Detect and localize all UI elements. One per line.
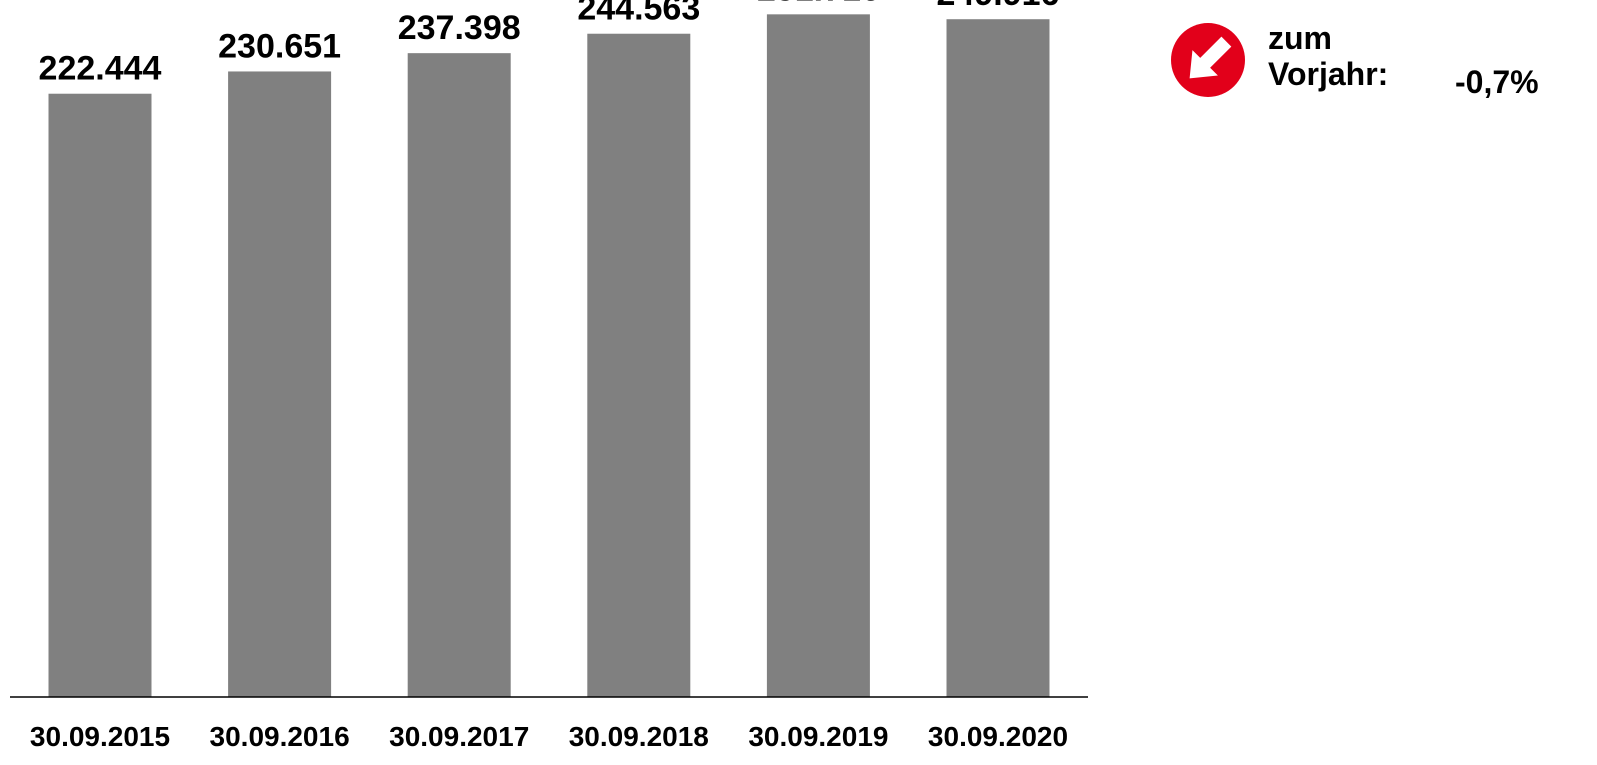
value-label: 237.398 bbox=[398, 9, 521, 47]
change-indicator: zum Vorjahr: -0,7% bbox=[1170, 20, 1570, 110]
x-tick-label: 30.09.2017 bbox=[389, 721, 529, 752]
change-label: zum Vorjahr: bbox=[1268, 20, 1389, 92]
x-tick-label: 30.09.2016 bbox=[210, 721, 350, 752]
bar-30.09.2017 bbox=[407, 53, 511, 697]
value-label: 251.716 bbox=[757, 0, 880, 8]
bar-30.09.2016 bbox=[228, 71, 332, 697]
bar-30.09.2019 bbox=[766, 14, 870, 697]
value-label: 244.563 bbox=[577, 0, 700, 28]
x-tick-label: 30.09.2015 bbox=[30, 721, 170, 752]
x-tick-label: 30.09.2020 bbox=[928, 721, 1068, 752]
x-tick-label: 30.09.2018 bbox=[569, 721, 709, 752]
value-label: 222.444 bbox=[39, 50, 162, 88]
bar-30.09.2020 bbox=[946, 19, 1050, 697]
value-labels-group: 222.444 230.651 237.398 244.563 251.716 249.9… bbox=[39, 0, 1060, 88]
bar-30.09.2015 bbox=[48, 93, 152, 698]
bars-group bbox=[48, 14, 1050, 698]
down-right-arrow-icon bbox=[1171, 23, 1245, 97]
bar-30.09.2018 bbox=[587, 33, 691, 697]
change-value: -0,7% bbox=[1455, 64, 1539, 100]
value-label: 230.651 bbox=[218, 27, 341, 65]
value-label: 249.916 bbox=[937, 0, 1060, 13]
x-tick-labels-group: 30.09.2015 30.09.2016 30.09.2017 30.09.2018… bbox=[30, 721, 1068, 752]
x-tick-label: 30.09.2019 bbox=[748, 721, 888, 752]
